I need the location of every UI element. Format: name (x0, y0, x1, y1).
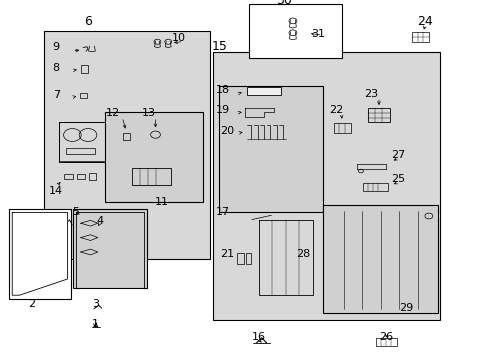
Text: 25: 25 (391, 174, 405, 184)
Text: 1: 1 (92, 319, 99, 329)
Bar (44, 31, 210, 259)
Text: 20: 20 (220, 126, 234, 136)
Bar (66, 148, 95, 154)
Bar (367, 108, 389, 122)
Bar (9, 209, 71, 299)
Bar (246, 253, 250, 264)
Bar (73, 209, 146, 288)
Text: 11: 11 (154, 197, 168, 207)
Bar (375, 338, 396, 346)
Text: 4: 4 (97, 216, 103, 226)
Text: 8: 8 (53, 63, 60, 73)
Text: 2: 2 (28, 299, 35, 309)
Bar (122, 133, 129, 140)
Text: 24: 24 (417, 15, 432, 28)
Text: 29: 29 (398, 303, 412, 313)
Text: 19: 19 (215, 105, 229, 115)
Bar (322, 205, 437, 313)
Bar (81, 65, 87, 73)
Bar (219, 86, 322, 212)
Bar (80, 94, 87, 98)
Bar (63, 174, 73, 179)
Bar (132, 168, 171, 185)
Bar (363, 183, 387, 191)
Text: 12: 12 (105, 108, 119, 118)
Text: 15: 15 (212, 40, 227, 53)
Text: 28: 28 (295, 249, 310, 259)
Bar (212, 52, 439, 320)
Text: 7: 7 (53, 90, 60, 100)
Text: 13: 13 (142, 108, 156, 118)
Bar (411, 32, 428, 42)
Bar (333, 123, 350, 133)
Text: 3: 3 (92, 299, 99, 309)
Text: 9: 9 (53, 42, 60, 52)
Text: 30: 30 (275, 0, 291, 6)
Text: 5: 5 (72, 207, 79, 217)
Text: 14: 14 (49, 186, 63, 196)
Text: 21: 21 (220, 249, 234, 259)
Bar (237, 253, 243, 264)
Text: 17: 17 (215, 207, 229, 217)
Text: 26: 26 (379, 332, 392, 342)
Text: 10: 10 (171, 33, 185, 43)
Text: 18: 18 (215, 85, 229, 95)
Text: 23: 23 (364, 89, 378, 99)
Bar (105, 112, 203, 202)
Text: 31: 31 (310, 29, 324, 39)
Bar (246, 87, 281, 95)
Bar (89, 173, 96, 180)
Text: 16: 16 (252, 332, 265, 342)
Text: 6: 6 (84, 15, 92, 28)
Text: 22: 22 (328, 105, 343, 115)
Text: 27: 27 (390, 150, 405, 160)
Bar (249, 4, 342, 58)
Bar (77, 174, 84, 179)
